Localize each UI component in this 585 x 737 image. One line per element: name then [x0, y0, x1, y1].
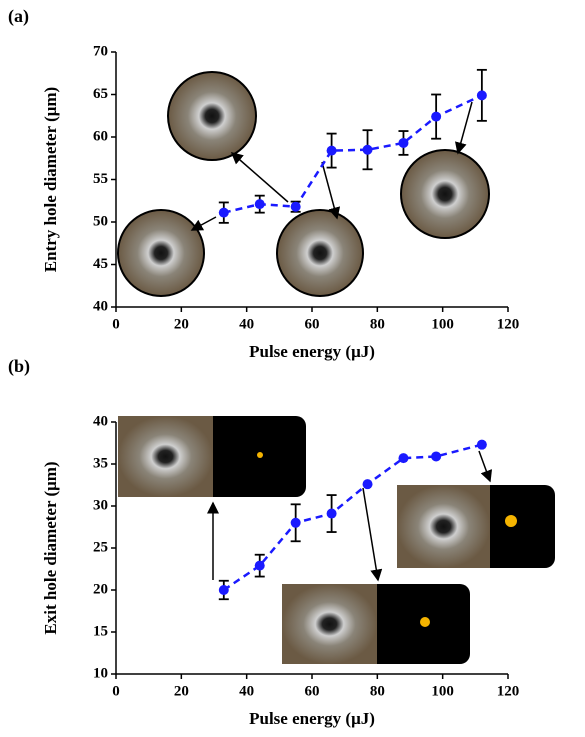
y-tick-label: 35 — [93, 455, 108, 471]
y-tick-label: 30 — [93, 497, 108, 513]
point — [398, 137, 409, 148]
point — [398, 453, 409, 464]
point — [431, 451, 442, 462]
data-line — [223, 94, 483, 214]
x-axis-label: Pulse energy (μJ) — [249, 342, 375, 361]
point — [431, 111, 442, 122]
x-tick-label: 0 — [112, 683, 120, 699]
x-tick-label: 40 — [239, 316, 254, 332]
x-tick-label: 120 — [497, 683, 520, 699]
arrow — [321, 161, 341, 220]
panel-label: (a) — [8, 6, 29, 27]
y-tick-label: 70 — [93, 43, 108, 59]
arrow — [362, 487, 383, 582]
x-axis-label: Pulse energy (μJ) — [249, 709, 375, 728]
point — [290, 201, 301, 212]
point — [362, 144, 373, 155]
point — [254, 199, 265, 210]
inset-photo — [282, 584, 377, 664]
x-tick-label: 100 — [431, 316, 454, 332]
arrow — [454, 101, 473, 155]
y-tick-label: 45 — [93, 256, 108, 272]
point — [254, 560, 265, 571]
x-tick-label: 20 — [174, 316, 189, 332]
point — [476, 439, 487, 450]
insets-b — [118, 416, 555, 664]
arrow — [478, 450, 493, 483]
point — [362, 479, 373, 490]
inset-photo — [276, 209, 364, 297]
x-tick-label: 0 — [112, 316, 120, 332]
inset-photo — [167, 71, 257, 161]
point — [290, 517, 301, 528]
y-axis-label: Entry hole diameter (μm) — [41, 87, 60, 272]
inset-spot — [420, 617, 430, 627]
x-tick-label: 40 — [239, 683, 254, 699]
x-tick-label: 100 — [431, 683, 454, 699]
y-tick-label: 15 — [93, 623, 108, 639]
inset-spot — [505, 515, 517, 527]
y-tick-label: 65 — [93, 86, 108, 102]
point — [218, 207, 229, 218]
arrow — [230, 152, 289, 203]
y-axis-label: Exit hole diameter (μm) — [41, 461, 60, 634]
y-tick-label: 60 — [93, 128, 108, 144]
inset-spot — [257, 452, 263, 458]
y-tick-label: 40 — [93, 298, 108, 314]
inset-photo — [118, 416, 213, 497]
data-line — [223, 443, 483, 592]
y-tick-label: 10 — [93, 665, 108, 681]
point — [326, 145, 337, 156]
point — [476, 90, 487, 101]
inset-photo — [117, 209, 205, 297]
point — [326, 508, 337, 519]
inset-photo — [397, 485, 490, 568]
insets-a — [117, 71, 490, 297]
point — [218, 585, 229, 595]
x-tick-label: 120 — [497, 316, 520, 332]
x-tick-label: 20 — [174, 683, 189, 699]
x-tick-label: 80 — [370, 683, 385, 699]
y-tick-label: 40 — [93, 413, 108, 429]
x-tick-label: 60 — [305, 683, 320, 699]
arrow — [190, 216, 217, 231]
y-tick-label: 25 — [93, 539, 108, 555]
y-tick-label: 20 — [93, 581, 108, 597]
y-tick-label: 50 — [93, 213, 108, 229]
inset-photo — [400, 149, 490, 239]
x-tick-label: 60 — [305, 316, 320, 332]
panel-label: (b) — [8, 356, 30, 377]
y-tick-label: 55 — [93, 171, 108, 187]
x-tick-label: 80 — [370, 316, 385, 332]
